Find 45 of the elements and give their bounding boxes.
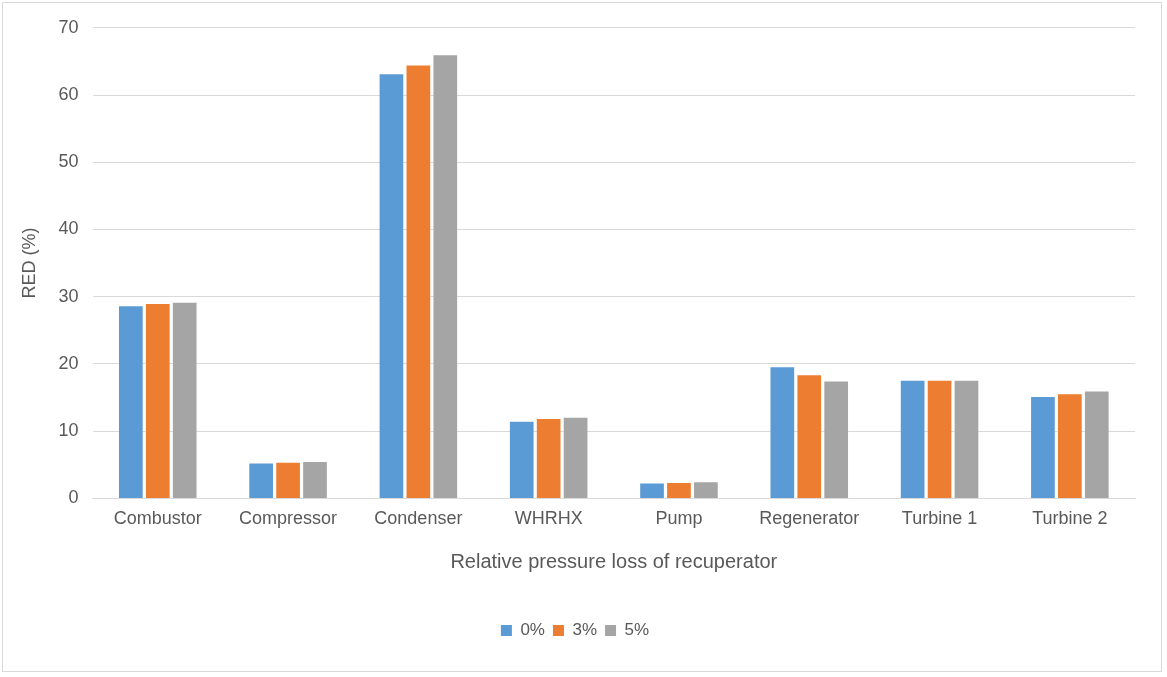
bar <box>563 417 588 498</box>
y-tick-label: 40 <box>58 218 79 239</box>
y-tick-label: 10 <box>58 420 79 441</box>
bar <box>640 483 664 498</box>
bar <box>694 482 718 498</box>
x-tick-label: Turbine 2 <box>1032 508 1108 529</box>
bar <box>118 306 143 498</box>
bar <box>303 462 327 498</box>
y-tick-label: 50 <box>58 151 79 172</box>
x-tick-label: Turbine 1 <box>901 508 978 529</box>
bar <box>1058 394 1082 498</box>
bar <box>249 463 273 498</box>
bar <box>1031 396 1055 498</box>
y-tick-label: 0 <box>68 487 79 508</box>
x-tick-label: Compressor <box>239 508 338 529</box>
bar <box>1084 391 1109 498</box>
y-tick-label: 30 <box>58 285 79 306</box>
bar <box>797 375 822 498</box>
bar <box>509 421 534 498</box>
bar <box>145 304 170 498</box>
legend-label: 5% <box>624 620 650 640</box>
bar <box>406 65 431 498</box>
x-tick-label: Condenser <box>374 508 463 529</box>
bar <box>900 380 925 498</box>
bar <box>379 74 404 498</box>
x-axis-title: Relative pressure loss of recuperator <box>450 549 778 572</box>
x-tick-label: WHRHX <box>514 508 583 529</box>
bar <box>276 462 300 498</box>
bar <box>536 419 561 498</box>
y-axis-title: RED (%) <box>18 227 39 299</box>
y-tick-label: 70 <box>58 16 79 37</box>
bar <box>927 380 952 498</box>
legend-label: 0% <box>520 620 545 640</box>
y-tick-label: 20 <box>58 352 79 373</box>
x-tick-label: Pump <box>655 508 703 529</box>
bar <box>433 55 458 498</box>
y-tick-label: 60 <box>58 84 79 104</box>
bar <box>667 482 691 498</box>
bar <box>172 302 197 498</box>
bar <box>770 367 795 498</box>
bar <box>824 381 849 498</box>
bar <box>954 380 979 498</box>
legend-label: 3% <box>572 620 598 640</box>
x-tick-label: Regenerator <box>759 508 860 529</box>
x-tick-label: Combustor <box>113 508 202 529</box>
